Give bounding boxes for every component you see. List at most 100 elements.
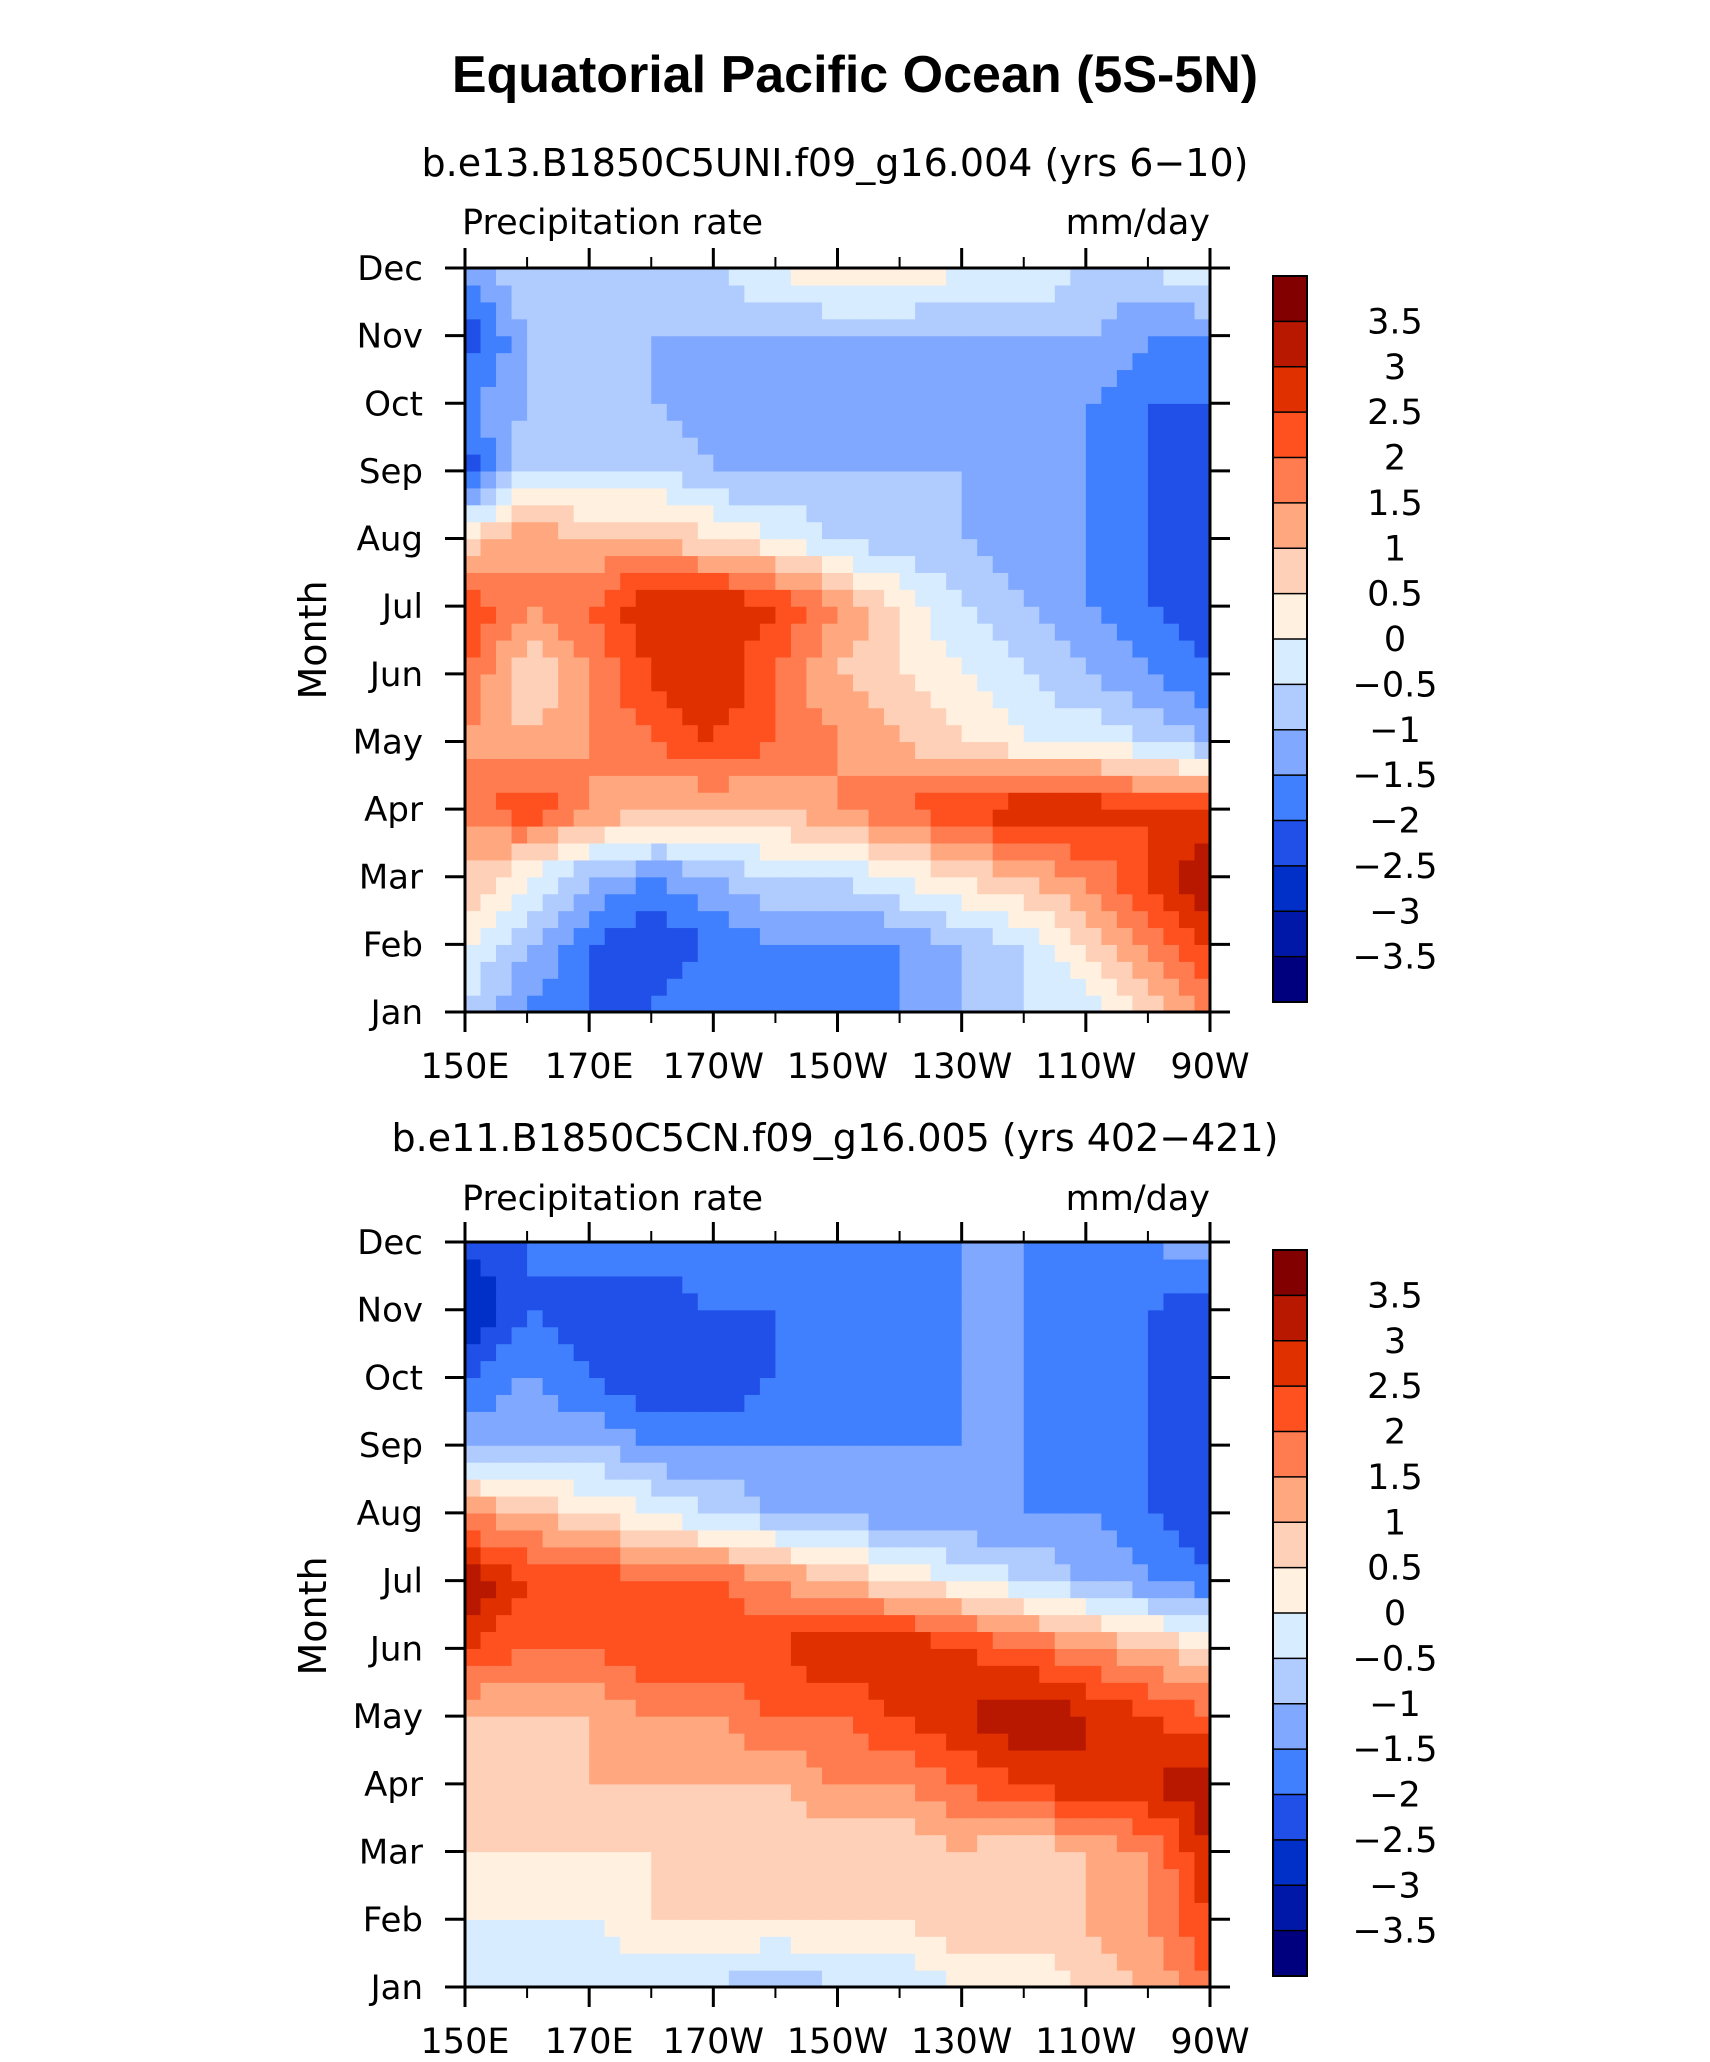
heatmap-cell bbox=[1116, 268, 1133, 286]
heatmap-cell bbox=[992, 1716, 1009, 1734]
heatmap-cell bbox=[1163, 589, 1180, 607]
heatmap-cell bbox=[511, 910, 528, 929]
heatmap-cell bbox=[837, 335, 854, 354]
heatmap-cell bbox=[806, 487, 823, 506]
heatmap-cell bbox=[806, 1360, 823, 1379]
heatmap-cell bbox=[620, 1462, 637, 1480]
heatmap-cell bbox=[651, 842, 668, 861]
heatmap-cell bbox=[946, 1919, 963, 1937]
heatmap-cell bbox=[1070, 1580, 1087, 1599]
heatmap-cell bbox=[977, 944, 994, 962]
heatmap-cell bbox=[1101, 1614, 1118, 1633]
heatmap-cell bbox=[542, 792, 559, 810]
heatmap-cell bbox=[666, 1377, 683, 1395]
heatmap-cell bbox=[915, 589, 932, 607]
heatmap-cell bbox=[1147, 1580, 1165, 1599]
heatmap-cell bbox=[946, 1580, 963, 1599]
heatmap-cell bbox=[837, 1631, 854, 1649]
heatmap-cell bbox=[511, 1665, 528, 1683]
heatmap-cell bbox=[1147, 1258, 1165, 1277]
heatmap-cell bbox=[899, 318, 916, 337]
heatmap-cell bbox=[853, 335, 870, 354]
heatmap-cell bbox=[697, 1970, 714, 1988]
heatmap-cell bbox=[1194, 1716, 1211, 1734]
heatmap-cell bbox=[992, 1766, 1009, 1785]
heatmap-cell bbox=[868, 1512, 885, 1531]
heatmap-cell bbox=[775, 1360, 792, 1379]
heatmap-cell bbox=[806, 420, 823, 438]
heatmap-cell bbox=[853, 1936, 870, 1954]
heatmap-cell bbox=[480, 707, 497, 726]
heatmap-cell bbox=[465, 1428, 482, 1446]
heatmap-cell bbox=[1132, 792, 1149, 810]
heatmap-cell bbox=[1178, 1326, 1196, 1345]
heatmap-cell bbox=[604, 301, 621, 320]
heatmap-cell bbox=[511, 1733, 528, 1751]
heatmap-cell bbox=[558, 978, 575, 996]
heatmap-cell bbox=[1070, 741, 1087, 759]
heatmap-cell bbox=[651, 1563, 668, 1582]
heatmap-cell bbox=[589, 859, 606, 878]
heatmap-cell bbox=[806, 656, 823, 675]
heatmap-cell bbox=[853, 1800, 870, 1819]
heatmap-cell bbox=[868, 826, 885, 844]
heatmap-cell bbox=[946, 927, 963, 945]
heatmap-cell bbox=[1054, 470, 1071, 489]
heatmap-cell bbox=[558, 1360, 575, 1379]
y-tick-label: Apr bbox=[364, 790, 423, 830]
heatmap-cell bbox=[930, 859, 947, 878]
heatmap-cell bbox=[666, 352, 683, 371]
heatmap-cell bbox=[1085, 826, 1102, 844]
heatmap-cell bbox=[1008, 555, 1025, 573]
heatmap-cell bbox=[620, 1699, 637, 1717]
heatmap-cell bbox=[1008, 910, 1025, 929]
heatmap-cell bbox=[1070, 1868, 1087, 1887]
heatmap-cell bbox=[465, 1614, 482, 1633]
heatmap-cell bbox=[1085, 1563, 1102, 1582]
heatmap-cell bbox=[1054, 1699, 1071, 1717]
heatmap-cell bbox=[511, 673, 528, 692]
heatmap-cell bbox=[728, 623, 745, 641]
heatmap-cell bbox=[589, 1479, 606, 1497]
heatmap-cell bbox=[744, 1970, 761, 1988]
heatmap-cell bbox=[744, 623, 761, 641]
heatmap-cell bbox=[790, 1529, 808, 1548]
heatmap-cell bbox=[666, 826, 683, 844]
heatmap-cell bbox=[744, 707, 761, 726]
heatmap-cell bbox=[1178, 369, 1196, 387]
heatmap-cell bbox=[465, 470, 482, 489]
heatmap-cell bbox=[992, 589, 1009, 607]
heatmap-cell bbox=[1054, 1885, 1071, 1903]
heatmap-cell bbox=[961, 1868, 978, 1887]
heatmap-cell bbox=[511, 1343, 528, 1362]
heatmap-cell bbox=[775, 944, 792, 962]
heatmap-cell bbox=[635, 1394, 652, 1412]
heatmap-cell bbox=[868, 673, 885, 692]
heatmap-cell bbox=[837, 386, 854, 404]
heatmap-cell bbox=[682, 1377, 699, 1395]
heatmap-cell bbox=[573, 758, 590, 776]
heatmap-cell bbox=[1147, 1631, 1165, 1649]
heatmap-cell bbox=[868, 386, 885, 404]
heatmap-cell bbox=[930, 1512, 947, 1531]
heatmap-cell bbox=[1039, 268, 1056, 286]
heatmap-cell bbox=[713, 1462, 730, 1480]
heatmap-cell bbox=[558, 1817, 575, 1836]
heatmap-cell bbox=[635, 978, 652, 996]
heatmap-cell bbox=[511, 1699, 528, 1717]
heatmap-cell bbox=[1116, 859, 1133, 878]
heatmap-cell bbox=[589, 335, 606, 354]
heatmap-cell bbox=[527, 876, 544, 895]
heatmap-cell bbox=[511, 1445, 528, 1463]
heatmap-cell bbox=[713, 1377, 730, 1395]
heatmap-cell bbox=[682, 1343, 699, 1362]
heatmap-cell bbox=[915, 470, 932, 489]
heatmap-cell bbox=[666, 1817, 683, 1836]
heatmap-cell bbox=[915, 1902, 932, 1920]
heatmap-cell bbox=[759, 352, 777, 371]
heatmap-cell bbox=[1116, 707, 1133, 726]
heatmap-cell bbox=[806, 1275, 823, 1294]
heatmap-cell bbox=[946, 487, 963, 506]
heatmap-cell bbox=[527, 318, 544, 337]
heatmap-cell bbox=[821, 1817, 839, 1836]
